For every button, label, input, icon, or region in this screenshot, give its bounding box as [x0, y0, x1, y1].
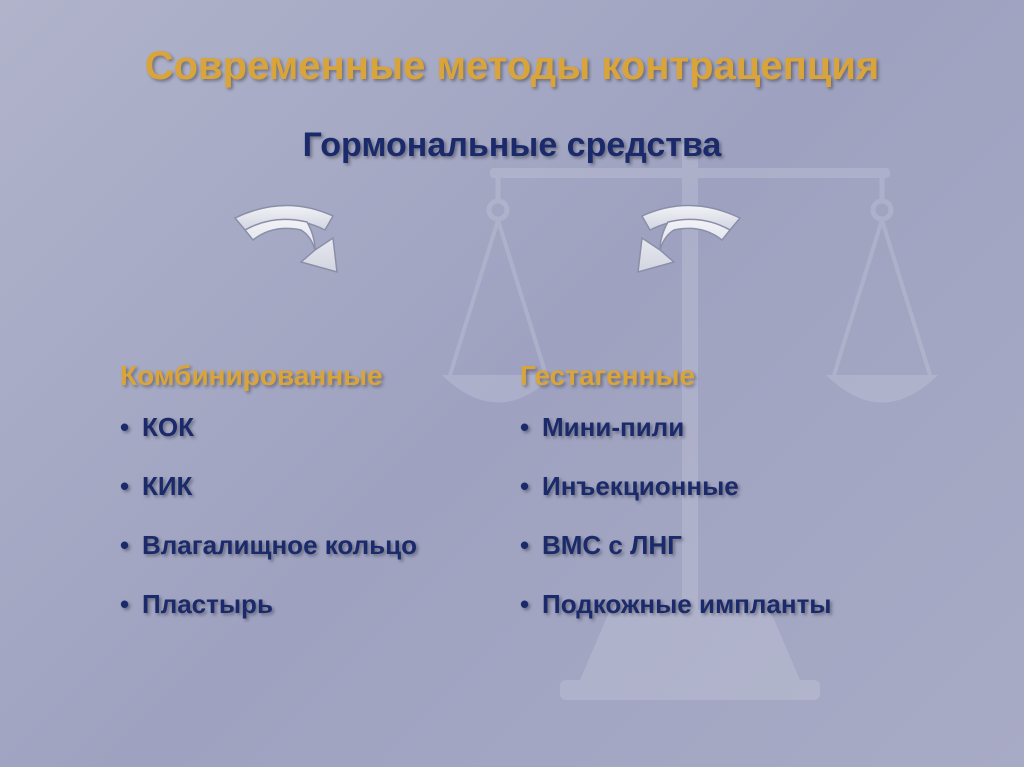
slide-title: Современные методы контрацепция [0, 44, 1024, 89]
list-item: КОК [120, 412, 480, 443]
list-item: ВМС с ЛНГ [520, 530, 920, 561]
list-item: Пластырь [120, 589, 480, 620]
left-column-header: Комбинированные [120, 360, 480, 392]
list-item: Инъекционные [520, 471, 920, 502]
slide-subtitle: Гормональные средства [0, 126, 1024, 165]
right-column: Гестагенные Мини-пили Инъекционные ВМС с… [520, 360, 920, 648]
curved-arrow-left-icon [215, 200, 355, 290]
list-item: Подкожные импланты [520, 589, 920, 620]
right-column-list: Мини-пили Инъекционные ВМС с ЛНГ Подкожн… [520, 412, 920, 620]
left-column: Комбинированные КОК КИК Влагалищное коль… [120, 360, 480, 648]
list-item: КИК [120, 471, 480, 502]
list-item: Влагалищное кольцо [120, 530, 480, 561]
right-column-header: Гестагенные [520, 360, 920, 392]
curved-arrow-right-icon [620, 200, 760, 290]
list-item: Мини-пили [520, 412, 920, 443]
left-column-list: КОК КИК Влагалищное кольцо Пластырь [120, 412, 480, 620]
